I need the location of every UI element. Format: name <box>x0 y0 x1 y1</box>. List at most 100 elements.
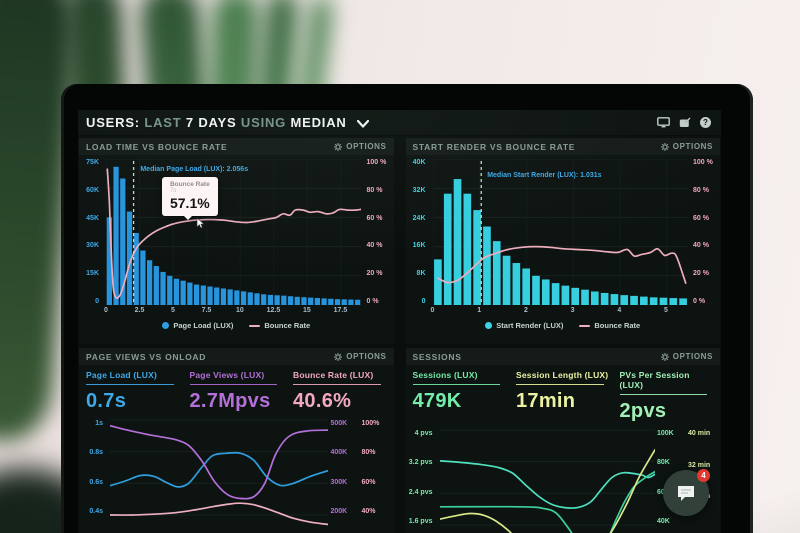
tooltip-subtitle: 7s <box>169 187 177 194</box>
start-render-plot[interactable]: Median Start Render (LUX): 1.031s <box>432 159 688 305</box>
axis-tick: 0 <box>430 307 435 314</box>
axis-tick: 40 % <box>366 242 383 250</box>
panel-title: PAGE VIEWS VS ONLOAD <box>86 351 207 362</box>
title-using: USING <box>240 114 287 130</box>
laptop-screen: USERS: LAST 7 DAYS USING MEDIAN <box>61 84 753 533</box>
metric-session-length: Session Length (LUX) 17min <box>516 370 609 412</box>
median-annotation: Median Start Render (LUX): 1.031s <box>487 172 602 180</box>
chat-bubble-icon <box>678 485 694 501</box>
chat-button[interactable]: 4 <box>663 469 710 516</box>
metric-underline <box>189 384 277 385</box>
axis-tick: 80 % <box>693 186 709 194</box>
axis-tick: 100 % <box>693 159 713 166</box>
axis-tick: 10 <box>236 307 244 314</box>
line-swatch <box>249 324 261 327</box>
dot-swatch <box>485 322 493 329</box>
metric-bounce-rate: Bounce Rate (LUX) 40.6% <box>293 370 387 413</box>
page-views-plot[interactable] <box>110 418 328 533</box>
axis-tick: 17.5 <box>333 307 348 314</box>
y-axis-right-1: 500K 400K 300K 200K <box>331 420 358 515</box>
panel-page-views-vs-onload: PAGE VIEWS VS ONLOAD OPTIONS Page Load (… <box>79 348 394 533</box>
metric-underline <box>293 384 381 385</box>
axis-tick: 1s <box>95 420 103 427</box>
chart-area: 40K 32K 24K 16K 8K 0 Median Start Render (LUX… <box>406 159 721 305</box>
title-last: LAST <box>144 114 182 130</box>
legend-item-start-render[interactable]: Start Render (LUX) <box>485 321 563 330</box>
chevron-down-icon[interactable] <box>356 116 370 131</box>
axis-tick: 75K <box>86 159 99 166</box>
legend-item-page-load[interactable]: Page Load (LUX) <box>162 321 233 330</box>
axis-tick: 24K <box>412 214 426 222</box>
load-time-plot[interactable]: Median Page Load (LUX): 2.056s Bounce Ra… <box>106 159 361 305</box>
date-range-selector[interactable]: USERS: LAST 7 DAYS USING MEDIAN <box>86 114 370 131</box>
title-users: USERS: <box>86 114 140 130</box>
legend-item-bounce-rate[interactable]: Bounce Rate <box>249 321 310 330</box>
legend: Page Load (LUX) Bounce Rate <box>79 318 394 333</box>
y-axis-left: 40K 32K 24K 16K 8K 0 <box>406 159 429 305</box>
metric-underline <box>516 384 604 385</box>
metric-sessions: Sessions (LUX) 479K <box>412 370 507 423</box>
tooltip-value: 57.1% <box>169 194 210 211</box>
y-axis-left: 75K 60K 45K 30K 15K 0 <box>79 159 102 305</box>
panel-start-render-vs-bounce-rate: START RENDER VS BOUNCE RATE OPTIONS 40K 3… <box>405 138 721 344</box>
legend: Start Render (LUX) Bounce Rate <box>406 318 721 333</box>
axis-tick: 32 min <box>688 461 711 469</box>
axis-tick: 0 <box>104 307 108 314</box>
help-icon[interactable]: ? <box>700 117 711 128</box>
metric-page-views: Page Views (LUX) 2.7Mpvs <box>189 370 284 413</box>
options-button[interactable]: OPTIONS <box>660 352 713 361</box>
metric-pvs-per-session: PVs Per Session (LUX) 2pvs <box>619 370 714 423</box>
axis-tick: 400K <box>330 449 348 457</box>
y-axis-left: 1s 0.8s 0.6s 0.4s <box>79 420 106 515</box>
x-axis: 0 2.5 5 7.5 10 12.5 15 17.5 <box>104 307 361 318</box>
axis-tick: 30K <box>86 242 99 250</box>
legend-item-bounce-rate[interactable]: Bounce Rate <box>579 321 640 330</box>
axis-tick: 0.8s <box>89 449 103 457</box>
axis-tick: 7.5 <box>201 307 212 314</box>
axis-tick: 2.4 pvs <box>408 488 433 496</box>
display-icon[interactable] <box>657 117 670 128</box>
axis-tick: 60% <box>361 478 376 486</box>
panel-load-time-vs-bounce-rate: LOAD TIME VS BOUNCE RATE OPTIONS 75K 60K 4… <box>79 138 394 344</box>
median-annotation: Median Page Load (LUX): 2.056s <box>140 166 249 174</box>
axis-tick: 4 pvs <box>414 430 433 437</box>
axis-tick: 1.6 pvs <box>408 517 433 525</box>
options-button[interactable]: OPTIONS <box>334 352 386 361</box>
sessions-plot[interactable] <box>439 428 655 533</box>
axis-tick: 40 % <box>693 242 709 250</box>
gear-icon <box>660 142 669 151</box>
tooltip-title: Bounce Rate <box>169 180 210 188</box>
options-button[interactable]: OPTIONS <box>660 142 713 151</box>
axis-tick: 40K <box>657 517 670 525</box>
metrics-row: Page Load (LUX) 0.7s Page Views (LUX) 2.… <box>86 370 387 413</box>
axis-tick: 60K <box>86 186 99 194</box>
options-button[interactable]: OPTIONS <box>334 142 386 151</box>
gear-icon <box>334 142 343 151</box>
axis-tick: 0 % <box>693 297 706 305</box>
axis-tick: 0 % <box>366 297 379 305</box>
axis-tick: 300K <box>330 478 348 486</box>
header-toolbar: ? <box>657 117 711 128</box>
axis-tick: 4 <box>617 307 622 314</box>
gear-icon <box>334 352 343 361</box>
panel-title: LOAD TIME VS BOUNCE RATE <box>86 141 228 152</box>
dashboard-header: USERS: LAST 7 DAYS USING MEDIAN <box>78 110 721 136</box>
axis-tick: 3.2 pvs <box>408 459 433 467</box>
analytics-dashboard: USERS: LAST 7 DAYS USING MEDIAN <box>78 110 721 533</box>
axis-tick: 80 % <box>366 186 383 194</box>
metric-underline <box>86 384 174 385</box>
axis-tick: 40% <box>361 507 376 515</box>
axis-tick: 20 % <box>693 270 709 278</box>
panel-title: SESSIONS <box>412 351 462 362</box>
axis-tick: 100% <box>361 420 380 427</box>
axis-tick: 5 <box>664 307 668 314</box>
gear-icon <box>660 352 669 361</box>
axis-tick: 100 % <box>366 159 387 166</box>
y-axis-right-2: 100% 80% 60% 40% <box>362 420 392 515</box>
panel-header: LOAD TIME VS BOUNCE RATE OPTIONS <box>79 138 394 155</box>
axis-tick: 0 <box>95 297 99 305</box>
axis-tick: 40K <box>412 159 426 166</box>
share-icon[interactable] <box>679 117 691 128</box>
axis-tick: 60 % <box>366 214 383 222</box>
axis-tick: 8K <box>416 270 426 278</box>
